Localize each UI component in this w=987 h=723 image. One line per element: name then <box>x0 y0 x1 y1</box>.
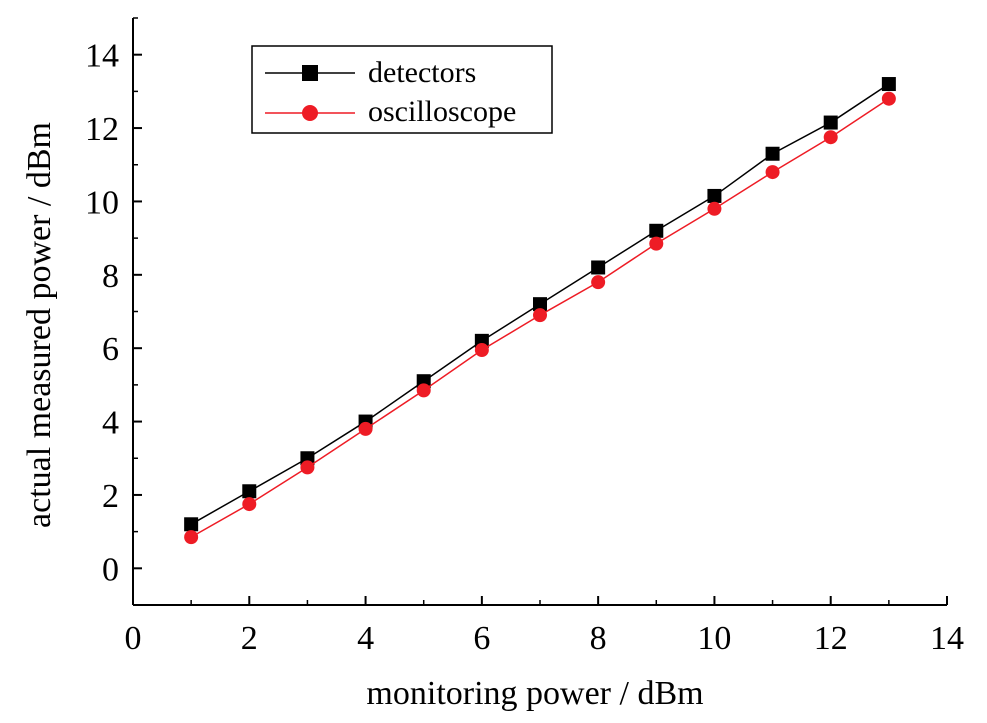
data-point-detectors <box>881 77 896 92</box>
y-tick-label: 0 <box>102 551 119 588</box>
x-tick-label: 14 <box>930 620 964 657</box>
x-tick-label: 6 <box>473 620 490 657</box>
data-point-detectors <box>823 115 838 130</box>
data-point-oscilloscope <box>591 275 606 290</box>
data-point-oscilloscope <box>823 130 838 145</box>
legend-label-detectors: detectors <box>368 56 476 89</box>
legend-label-oscilloscope: oscilloscope <box>368 95 516 128</box>
data-point-oscilloscope <box>474 343 489 358</box>
data-point-detectors <box>533 297 547 312</box>
data-point-detectors <box>591 260 606 275</box>
legend-marker-oscilloscope <box>302 105 318 121</box>
data-point-detectors <box>184 517 199 532</box>
data-point-oscilloscope <box>533 308 547 323</box>
data-point-detectors <box>242 484 257 499</box>
x-tick-label: 10 <box>697 620 731 657</box>
data-point-oscilloscope <box>300 460 315 475</box>
y-tick-label: 10 <box>85 184 119 221</box>
y-ticks: 0 2 4 6 8 10 12 14 <box>85 17 142 606</box>
x-tick-label: 4 <box>357 620 374 657</box>
data-point-oscilloscope <box>416 383 431 398</box>
x-tick-label: 2 <box>241 620 258 657</box>
y-tick-label: 2 <box>102 478 119 515</box>
data-point-oscilloscope <box>358 421 373 436</box>
x-tick-label: 12 <box>814 620 848 657</box>
y-axis-title: actual measured power / dBm <box>21 122 58 528</box>
y-tick-label: 12 <box>85 111 119 148</box>
data-point-oscilloscope <box>649 236 664 251</box>
data-point-detectors <box>649 223 664 238</box>
data-point-detectors <box>707 188 722 203</box>
legend: detectors oscilloscope <box>251 45 553 134</box>
data-point-oscilloscope <box>707 201 722 216</box>
legend-marker-detectors <box>302 65 318 81</box>
y-tick-label: 14 <box>85 38 119 75</box>
data-point-oscilloscope <box>765 165 780 180</box>
y-tick-label: 4 <box>102 405 119 442</box>
x-tick-label: 0 <box>125 620 142 657</box>
legend-box <box>251 45 553 134</box>
y-tick-label: 8 <box>102 258 119 295</box>
x-ticks: 0 2 4 6 8 10 12 14 <box>125 596 964 657</box>
y-tick-label: 6 <box>102 331 119 368</box>
data-point-oscilloscope <box>242 497 257 512</box>
x-tick-label: 8 <box>590 620 607 657</box>
data-point-oscilloscope <box>184 530 199 545</box>
data-point-detectors <box>765 146 780 161</box>
plot-area <box>184 77 896 545</box>
data-point-oscilloscope <box>881 91 896 106</box>
x-axis-title: monitoring power / dBm <box>366 675 703 712</box>
